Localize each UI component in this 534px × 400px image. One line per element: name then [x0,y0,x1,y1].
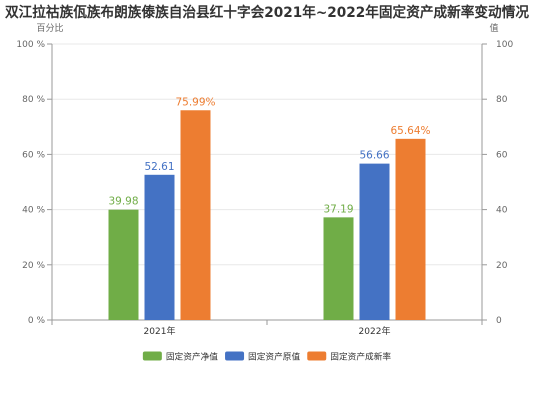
bar-series-2-category-1 [144,174,175,320]
y-left-tick-label: 40 % [22,206,45,216]
data-label-series-3-category-1: 75.99% [175,96,215,108]
data-labels: 39.98 37.19 52.61 56.66 75.99% 65.64% [108,96,430,215]
chart-title: 双江拉祜族佤族布朗族傣族自治县红十字会2021年~2022年固定资产成新率变动情… [5,4,529,21]
y-right-axis-name: 值 [489,22,498,34]
y-right-tick-label: 0 [496,316,502,326]
legend-item-series-2[interactable]: 固定资产原值 [225,351,300,363]
legend-item-series-1[interactable]: 固定资产净值 [142,351,218,363]
bar-series-1-category-1 [108,209,139,320]
data-label-series-3-category-2: 65.64% [390,125,430,137]
data-label-series-1-category-1: 39.98 [108,196,138,208]
y-right-tick-label: 20 [496,261,508,271]
bar-series-3-category-1 [180,110,211,320]
data-label-series-2-category-2: 56.66 [359,150,389,162]
y-left-tick-label: 20 % [22,261,45,271]
bars [108,110,426,320]
legend: 固定资产净值 固定资产原值 固定资产成新率 [142,351,391,363]
bar-series-2-category-2 [359,163,390,320]
legend-swatch [142,351,162,361]
y-left-tick-label: 60 % [22,150,45,160]
legend-label: 固定资产成新率 [330,351,391,363]
y-left-tick-label: 0 % [28,316,46,326]
y-right-tick-label: 40 [496,206,508,216]
legend-item-series-3[interactable]: 固定资产成新率 [307,351,391,363]
bar-series-3-category-2 [395,138,426,320]
y-right-tick-label: 80 [496,95,508,105]
y-left-tick-label: 100 % [16,40,45,50]
legend-label: 固定资产净值 [166,351,218,363]
data-label-series-1-category-2: 37.19 [323,203,353,215]
bar-series-1-category-2 [323,217,354,320]
x-category-label: 2022年 [359,325,391,337]
y-right-tick-label: 60 [496,150,508,160]
legend-swatch [307,351,327,361]
y-left-tick-label: 80 % [22,95,45,105]
y-left-axis-name: 百分比 [36,22,63,34]
y-right-tick-label: 100 [496,40,513,50]
x-category-label: 2021年 [144,325,176,337]
legend-swatch [225,351,245,361]
data-label-series-2-category-1: 52.61 [144,161,174,173]
legend-label: 固定资产原值 [248,351,300,363]
